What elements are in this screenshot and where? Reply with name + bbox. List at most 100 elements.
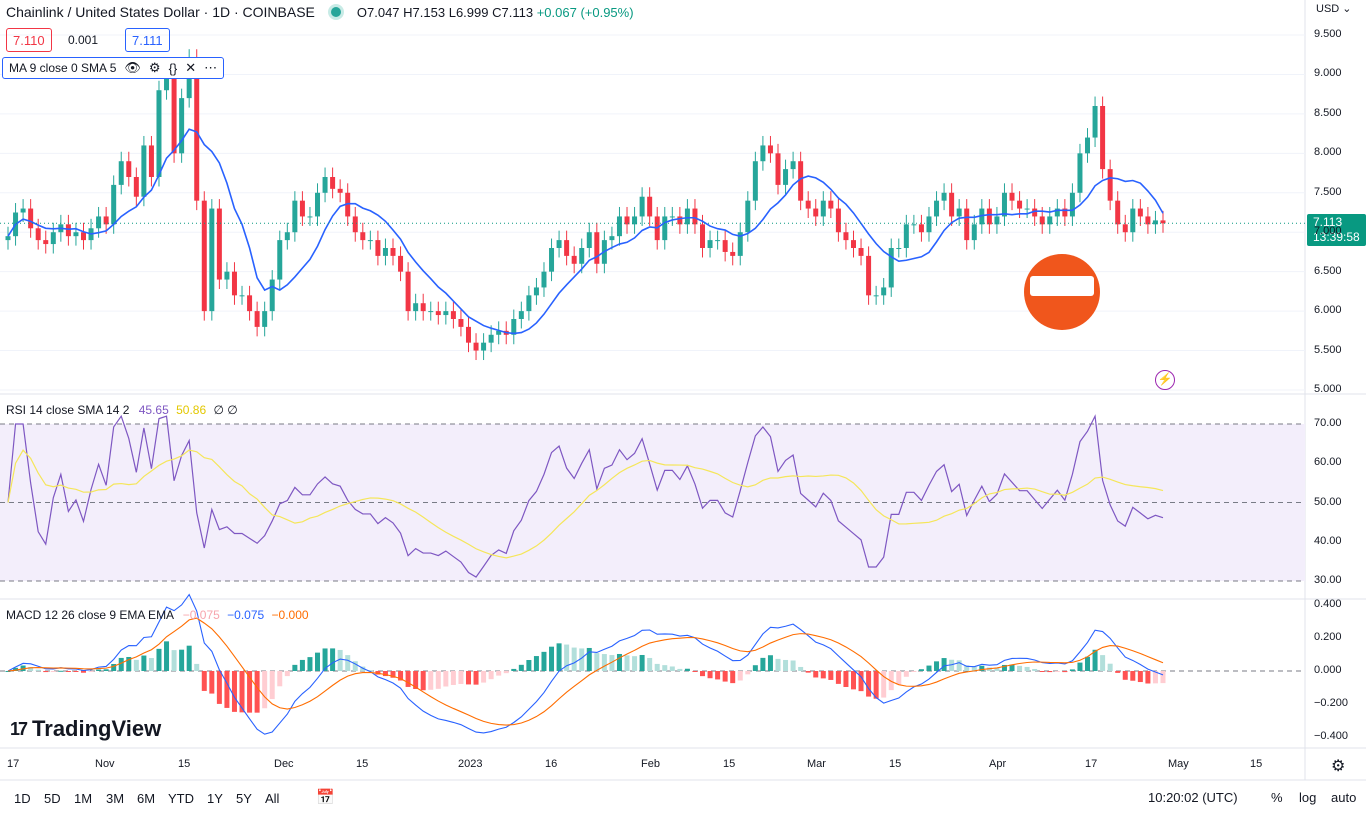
price-tick-label: 6.500 (1314, 264, 1342, 277)
bar-countdown: 13:39:58 (1313, 230, 1360, 244)
ma-indicator-legend[interactable]: MA 9 close 0 SMA 5 👁 ⚙ {} ✕ ⋯ (2, 57, 225, 79)
macd-histogram-bar (571, 647, 577, 671)
source-code-icon[interactable]: {} (168, 60, 178, 76)
time-tick-label: Mar (807, 758, 826, 770)
macd-histogram-bar (428, 671, 434, 690)
macd-histogram-bar (5, 671, 11, 672)
candle-body (911, 224, 917, 226)
rsi-ma-value: 50.86 (176, 403, 207, 417)
candle-body (194, 58, 200, 201)
candle-body (707, 240, 713, 248)
range-button-1m[interactable]: 1M (74, 791, 93, 806)
utc-clock[interactable]: 10:20:02 (UTC) (1148, 790, 1238, 805)
macd-histogram-bar (398, 671, 404, 681)
macd-histogram-bar (1047, 671, 1053, 673)
macd-histogram-bar (971, 666, 977, 671)
candle-body (616, 216, 622, 237)
macd-histogram-bar (179, 649, 185, 671)
macd-histogram-bar (156, 648, 162, 671)
range-button-1d[interactable]: 1D (14, 791, 31, 806)
macd-legend[interactable]: MACD 12 26 close 9 EMA EMA −0.075 −0.075… (6, 608, 309, 622)
candle-body (767, 145, 773, 154)
buy-price-button[interactable]: 7.111 (125, 28, 170, 52)
percent-scale-toggle[interactable]: % (1271, 790, 1283, 805)
candle-body (820, 200, 826, 217)
macd-histogram-bar (1122, 671, 1128, 680)
macd-histogram-bar (269, 671, 275, 700)
more-icon[interactable]: ⋯ (204, 60, 218, 75)
candle-body (111, 184, 117, 225)
macd-histogram-bar (730, 671, 736, 684)
macd-histogram-bar (1009, 664, 1015, 671)
macd-histogram-bar (926, 665, 932, 671)
gear-icon[interactable]: ⚙ (148, 60, 161, 75)
candle-body (737, 232, 743, 256)
macd-histogram-bar (1077, 662, 1083, 671)
macd-histogram-bar (1092, 649, 1098, 671)
close-icon[interactable]: ✕ (185, 60, 197, 75)
time-tick-label: Feb (641, 758, 660, 770)
date-range-calendar-icon[interactable]: 📅 (316, 789, 335, 806)
candle-body (541, 271, 547, 288)
macd-histogram-bar (1130, 671, 1136, 681)
lightning-icon[interactable]: ⚡ (1155, 370, 1175, 390)
time-tick-label: 2023 (458, 758, 483, 770)
price-tick-label: 8.000 (1314, 146, 1342, 159)
candle-body (903, 224, 909, 248)
range-button-all[interactable]: All (265, 791, 280, 806)
candle-body (375, 240, 381, 256)
candle-body (382, 248, 388, 256)
range-button-3m[interactable]: 3M (106, 791, 125, 806)
macd-histogram-bar (873, 671, 879, 699)
range-button-5y[interactable]: 5Y (236, 791, 252, 806)
candle-body (465, 326, 471, 343)
macd-histogram-bar (239, 671, 245, 713)
candle-body (805, 200, 811, 209)
candle-body (148, 145, 154, 177)
macd-histogram-bar (405, 671, 411, 687)
candle-body (488, 334, 494, 343)
range-button-1y[interactable]: 1Y (207, 791, 223, 806)
candle-body (413, 303, 419, 312)
currency-selector[interactable]: USD ⌄ (1316, 2, 1352, 15)
candle-body (609, 236, 615, 241)
macd-histogram-bar (669, 666, 675, 671)
rsi-tick-label: 70.00 (1314, 417, 1342, 429)
eye-icon[interactable]: 👁 (124, 60, 141, 75)
range-button-ytd[interactable]: YTD (168, 791, 194, 806)
macd-histogram-bar (1069, 669, 1075, 671)
auto-scale-toggle[interactable]: auto (1331, 790, 1357, 805)
macd-signal-value: −0.000 (271, 608, 309, 622)
macd-histogram-bar (118, 657, 124, 671)
macd-histogram-bar (247, 671, 253, 713)
settings-gear-icon[interactable]: ⚙ (1331, 758, 1346, 775)
candle-body (103, 216, 109, 225)
candle-body (533, 287, 539, 296)
candle-body (50, 232, 56, 245)
macd-histogram-bar (450, 671, 456, 685)
range-button-5d[interactable]: 5D (44, 791, 61, 806)
macd-histogram-bar (224, 671, 230, 708)
range-button-6m[interactable]: 6M (137, 791, 156, 806)
candle-body (1039, 216, 1045, 225)
candle-body (201, 200, 207, 312)
time-tick-label: 17 (7, 758, 20, 770)
macd-histogram-bar (164, 641, 170, 671)
symbol-title[interactable]: Chainlink / United States Dollar · 1D · … (6, 4, 315, 20)
sell-price-button[interactable]: 7.110 (6, 28, 52, 52)
candle-body (971, 224, 977, 241)
candle-body (926, 216, 932, 233)
macd-histogram-bar (465, 671, 471, 685)
macd-histogram-bar (518, 664, 524, 671)
candle-body (964, 208, 970, 241)
rsi-legend[interactable]: RSI 14 close SMA 14 2 45.65 50.86 ∅ ∅ (6, 403, 238, 417)
macd-histogram-bar (609, 655, 615, 671)
macd-histogram-bar (488, 671, 494, 680)
market-status-icon[interactable] (330, 7, 341, 17)
candle-body (1024, 208, 1030, 210)
log-scale-toggle[interactable]: log (1299, 790, 1317, 805)
price-tick-label: 8.500 (1314, 106, 1342, 119)
candle-body (1062, 208, 1068, 217)
macd-histogram-bar (171, 650, 177, 671)
